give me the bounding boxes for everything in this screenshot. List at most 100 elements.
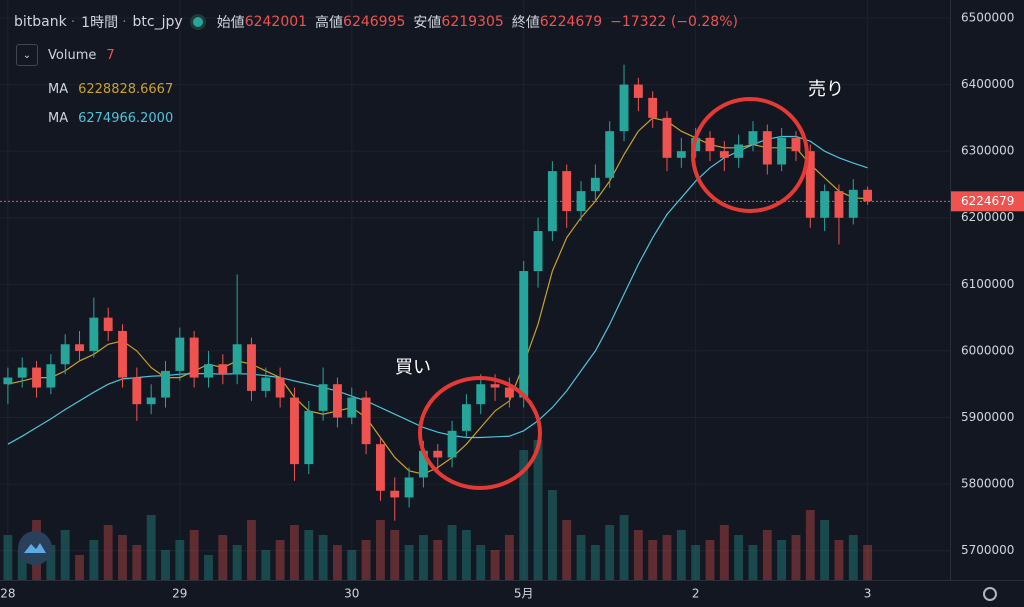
volume-bar xyxy=(304,530,314,580)
status-dot xyxy=(192,17,203,27)
candle-body xyxy=(619,84,629,132)
candle-body xyxy=(519,271,529,398)
ma-name: MA xyxy=(48,82,69,97)
volume-bar xyxy=(719,525,729,580)
candle-body xyxy=(404,477,414,498)
candle-body xyxy=(132,377,142,405)
candle-body xyxy=(390,490,400,498)
volume-bar xyxy=(820,520,830,580)
volume-bar xyxy=(218,535,228,580)
volume-bar xyxy=(347,550,357,580)
volume-bar xyxy=(834,540,844,580)
candle-body xyxy=(161,370,170,398)
volume-bar xyxy=(404,545,414,580)
volume-bar xyxy=(461,530,471,580)
y-tick-label: 6300000 xyxy=(961,144,1014,158)
open-value: 6242001 xyxy=(244,14,308,30)
volume-bar xyxy=(691,545,701,580)
candle-body xyxy=(848,189,858,218)
candle-body xyxy=(834,191,844,218)
low-label: 安値 xyxy=(413,15,442,31)
interval[interactable]: 1時間 xyxy=(81,15,119,31)
candle-body xyxy=(748,131,758,145)
separator: · xyxy=(122,14,127,30)
volume-bar xyxy=(361,540,371,580)
low-value: 6219305 xyxy=(441,14,504,30)
volume-bar xyxy=(132,545,142,580)
high-value: 6246995 xyxy=(343,14,406,30)
candle-body xyxy=(218,364,228,375)
candle-body xyxy=(719,151,729,158)
candle-body xyxy=(734,144,744,158)
volume-bar xyxy=(275,540,285,580)
volume-bar xyxy=(648,540,658,580)
candle-body xyxy=(418,450,428,478)
volume-legend: ⌄ Volume 7 xyxy=(16,44,125,66)
axes: 5700000 5800000 5900000 6000000 6100000 62000… xyxy=(0,10,1024,601)
logo-icon xyxy=(24,543,46,553)
volume-bar xyxy=(777,540,787,580)
volume-bar xyxy=(17,550,27,580)
candle-body xyxy=(662,117,672,158)
ma-name: MA xyxy=(48,111,69,126)
candle-body xyxy=(533,231,543,272)
x-tick-label: 5月 xyxy=(514,587,534,601)
candle-body xyxy=(562,171,572,212)
settings-icon[interactable] xyxy=(983,587,997,601)
candle-body xyxy=(633,84,643,98)
volume-bar xyxy=(848,535,858,580)
volume-bar xyxy=(418,535,428,580)
volume-bar xyxy=(161,550,170,580)
volume-bar xyxy=(232,545,242,580)
volume-bar xyxy=(863,545,873,580)
candle-body xyxy=(361,397,371,445)
volume-bar xyxy=(189,530,199,580)
volume-bar xyxy=(590,545,600,580)
symbol[interactable]: btc_jpy xyxy=(132,14,183,30)
candle-body xyxy=(146,397,156,405)
volume-name: Volume xyxy=(48,47,97,63)
volume-bar xyxy=(762,530,772,580)
header: bitbank · 1時間 · btc_jpy 始値 6242001 高値 624699… xyxy=(14,12,742,32)
volume-bar xyxy=(433,540,443,580)
volume-value: 7 xyxy=(106,47,115,63)
volume-bar xyxy=(290,525,299,580)
volume-bar xyxy=(60,530,70,580)
candle-body xyxy=(46,364,56,388)
high-label: 高値 xyxy=(315,15,344,31)
volume-bar xyxy=(676,530,686,580)
candle-body xyxy=(275,377,285,398)
change: −17322 (−0.28%) xyxy=(610,14,738,30)
volume-bar xyxy=(447,525,457,580)
volume-bar xyxy=(605,525,615,580)
y-tick-label: 5900000 xyxy=(961,410,1014,424)
volume-bar xyxy=(734,535,744,580)
candle-body xyxy=(762,131,772,165)
collapse-button[interactable]: ⌄ xyxy=(16,44,38,66)
candle-body xyxy=(777,137,787,165)
candle-body xyxy=(476,384,486,405)
separator: · xyxy=(70,14,76,30)
volume-bar xyxy=(118,535,127,580)
volume-bar xyxy=(705,540,715,580)
candle-body xyxy=(590,177,600,192)
candle-body xyxy=(32,367,41,388)
y-tick-label: 6000000 xyxy=(961,343,1014,357)
volume-bar xyxy=(633,530,643,580)
volume-bar xyxy=(46,545,56,580)
close-value: 6224679 xyxy=(539,14,603,30)
x-tick-label: 28 xyxy=(0,587,15,601)
volume-bar xyxy=(318,535,328,580)
candle-body xyxy=(17,367,27,378)
candle-body xyxy=(261,377,271,391)
candle-body xyxy=(605,131,615,178)
volume-bar xyxy=(146,515,156,580)
candle-body xyxy=(204,364,213,378)
close-label: 終値 xyxy=(511,15,540,31)
candle-body xyxy=(75,344,84,351)
volume-bar xyxy=(261,550,271,580)
ma-value: 6274966.2000 xyxy=(78,111,174,126)
volume-bar xyxy=(504,535,514,580)
